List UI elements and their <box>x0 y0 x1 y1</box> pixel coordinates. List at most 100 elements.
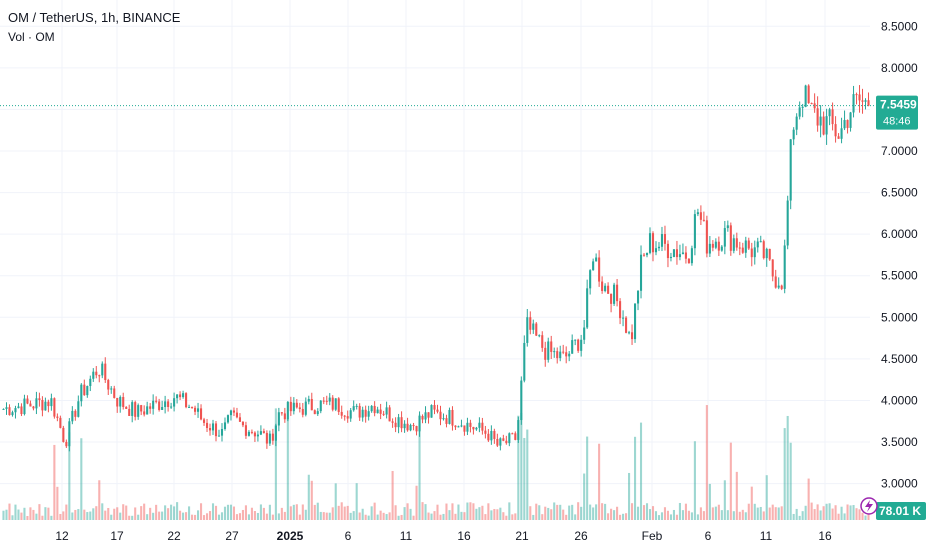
candle-body <box>631 332 634 340</box>
candle-body <box>89 378 92 387</box>
volume-bar <box>268 504 271 520</box>
volume-bar <box>762 511 765 520</box>
candle-body <box>861 100 864 102</box>
volume-bar <box>370 506 373 520</box>
volume-bar <box>864 515 867 520</box>
volume-bar <box>610 508 613 520</box>
volume-bar <box>179 510 182 520</box>
volume-bar <box>191 514 194 520</box>
volume-bar <box>553 502 556 520</box>
volume-bar <box>98 480 101 520</box>
candle-body <box>484 430 487 434</box>
candle-body <box>550 341 553 352</box>
volume-bar <box>83 509 86 520</box>
x-tick-label: 2025 <box>277 529 304 543</box>
volume-bar <box>259 504 262 520</box>
candle-body <box>669 256 673 259</box>
candle-body <box>526 317 529 343</box>
candle-body <box>529 317 532 330</box>
volume-bar <box>508 502 511 520</box>
candle-body <box>493 430 496 439</box>
candle-body <box>32 406 35 409</box>
volume-bar <box>143 503 146 520</box>
volume-bar <box>32 509 35 520</box>
volume-bar <box>349 512 352 520</box>
volume-bar <box>484 514 487 520</box>
volume-bar <box>547 507 550 520</box>
candle-body <box>780 285 783 289</box>
volume-bar <box>786 415 789 520</box>
volume-bar <box>490 510 493 520</box>
candle-body <box>176 394 179 399</box>
volume-bar <box>648 509 652 520</box>
candle-body <box>657 246 661 249</box>
candle-body <box>675 249 678 258</box>
volume-bar <box>753 503 756 520</box>
candle-body <box>92 371 95 379</box>
volume-bar <box>101 503 104 520</box>
candle-body <box>14 408 17 413</box>
candle-body <box>77 401 80 417</box>
candle-body <box>134 402 137 417</box>
candle-body <box>421 415 424 420</box>
candle-body <box>693 214 696 249</box>
candle-body <box>442 418 445 420</box>
candle-body <box>825 116 828 135</box>
y-tick-label: 5.0000 <box>881 310 918 324</box>
volume-bar <box>277 513 280 520</box>
candle-body <box>167 401 170 407</box>
volume-bar <box>672 509 675 520</box>
lightning-icon[interactable] <box>860 497 878 515</box>
candle-body <box>110 388 113 390</box>
candle-body <box>768 248 771 260</box>
candle-body <box>122 396 125 407</box>
x-tick-label: 22 <box>167 529 181 543</box>
candle-body <box>116 397 119 407</box>
volume-bar <box>732 511 735 520</box>
volume-bar <box>481 505 484 520</box>
candle-body <box>460 425 463 427</box>
volume-bar <box>559 504 562 520</box>
volume-bar <box>340 502 343 520</box>
volume-bar <box>328 512 331 520</box>
candle-body <box>475 427 478 430</box>
volume-bar <box>205 513 209 520</box>
candle-body <box>295 402 298 408</box>
volume-bar <box>125 505 128 520</box>
volume-bar <box>675 514 678 520</box>
volume-bar <box>451 503 454 520</box>
volume-bar <box>161 511 164 520</box>
volume-bar <box>852 505 855 520</box>
candle-body <box>858 94 861 101</box>
candle-body <box>747 240 750 249</box>
candle-body <box>59 417 62 428</box>
candle-body <box>277 412 280 426</box>
y-axis[interactable]: 8.50008.00007.50007.00006.50006.00005.50… <box>881 19 918 490</box>
x-tick-label: 16 <box>818 529 832 543</box>
candle-body <box>5 407 8 409</box>
volume-bar <box>639 422 643 520</box>
candle-body <box>113 388 116 398</box>
candle-body <box>481 422 484 431</box>
candle-body <box>247 431 250 436</box>
candle-body <box>397 417 400 428</box>
candle-body <box>828 109 831 117</box>
candle-body <box>373 405 376 414</box>
candle-body <box>750 248 753 258</box>
x-axis[interactable]: 12 17 22 27 2025 6 11 16 21 26 Feb 6 11 16 <box>55 529 832 543</box>
volume-bar <box>170 504 173 520</box>
volume-bar <box>358 512 361 520</box>
x-tick-label: 27 <box>225 529 239 543</box>
volume-bar <box>750 486 753 520</box>
candle-body <box>424 412 427 420</box>
volume-bar <box>107 507 110 520</box>
volume-bar <box>741 509 744 520</box>
volume-bar <box>693 441 696 520</box>
candle-body <box>301 408 304 415</box>
volume-bar <box>199 503 203 520</box>
volume-bar <box>505 515 508 520</box>
volume-bar <box>511 514 514 520</box>
volume-bar <box>687 510 690 520</box>
